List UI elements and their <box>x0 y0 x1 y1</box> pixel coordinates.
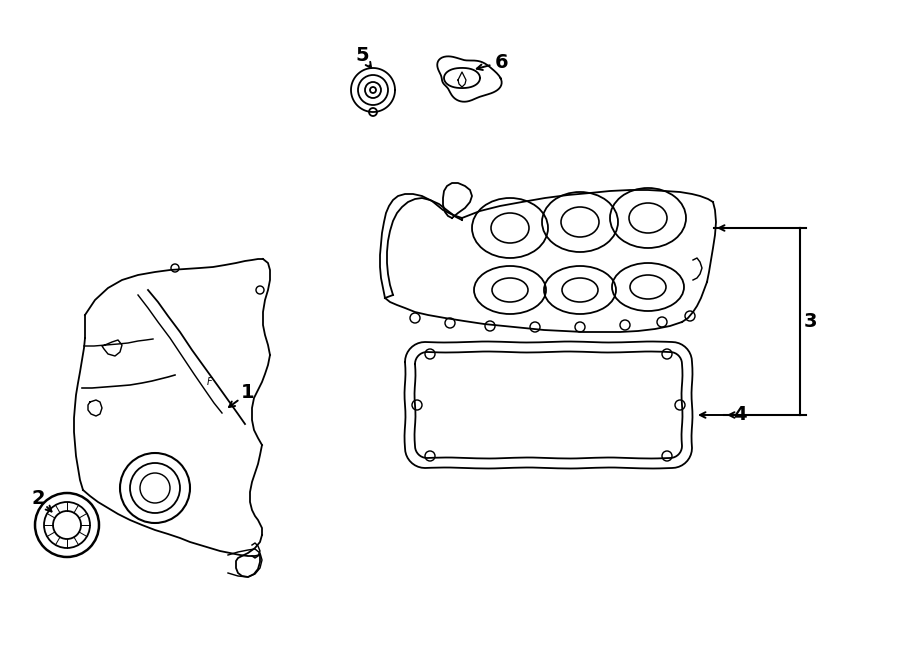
Text: 4: 4 <box>734 406 747 424</box>
Text: 6: 6 <box>495 52 508 71</box>
Text: F: F <box>207 377 212 387</box>
Text: 2: 2 <box>32 489 45 508</box>
Text: 3: 3 <box>803 312 817 330</box>
Text: 5: 5 <box>356 46 369 64</box>
Text: 1: 1 <box>241 383 255 402</box>
